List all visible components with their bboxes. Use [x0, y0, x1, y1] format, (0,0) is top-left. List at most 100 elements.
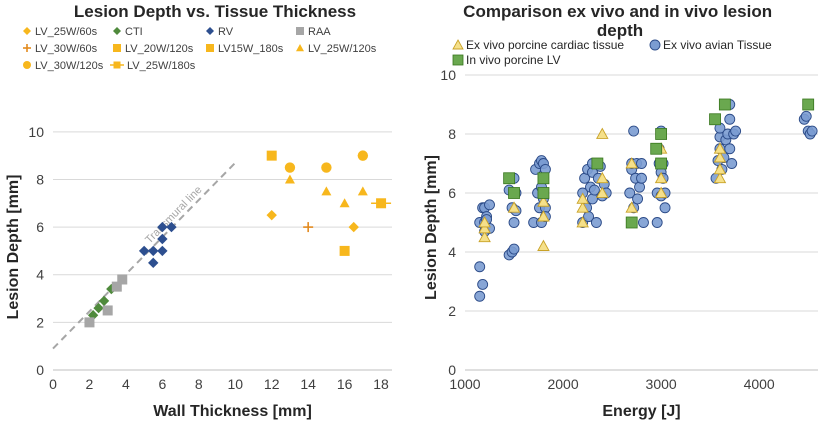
- legend-item-lv-25w-60s: LV_25W/60s: [23, 26, 98, 38]
- right-y-tick-6: 6: [448, 185, 456, 201]
- right-chart-title-line2: depth: [597, 21, 643, 40]
- left-x-tick-8: 8: [195, 376, 203, 392]
- right-data-points: [474, 98, 818, 302]
- legend-marker-ex-vivo-porcine-cardiac-tissue: [452, 39, 464, 50]
- point-lv-25w-120s-2: [339, 198, 350, 208]
- right-y-tick-10: 10: [440, 67, 456, 83]
- point-in-vivo-porcine-lv-3: [537, 172, 550, 185]
- series-lv-25w-180s: [371, 198, 392, 209]
- point-ex-vivo-avian-tissue-53: [624, 187, 636, 199]
- point-ex-vivo-avian-tissue-86: [724, 143, 736, 155]
- point-ex-vivo-porcine-cardiac-tissue-7: [576, 216, 589, 228]
- point-in-vivo-porcine-lv-6: [650, 142, 663, 155]
- point-ex-vivo-avian-tissue-41: [583, 211, 594, 223]
- left-x-axis-title: Wall Thickness [mm]: [153, 403, 312, 420]
- legend-marker-lv-30w-120s: [23, 61, 31, 69]
- point-ex-vivo-avian-tissue-46: [588, 184, 600, 196]
- point-ex-vivo-porcine-cardiac-tissue-21: [713, 142, 727, 154]
- point-ex-vivo-avian-tissue-90: [730, 125, 742, 137]
- legend-label-ex-vivo-avian-tissue: Ex vivo avian Tissue: [663, 38, 772, 52]
- left-x-tick-14: 14: [300, 376, 316, 392]
- point-ex-vivo-avian-tissue-62: [636, 158, 647, 169]
- transmural-line-label: Transmural line: [143, 184, 204, 246]
- point-lv-30w-60s-0: [303, 222, 314, 233]
- legend-label-lv-20w-120s: LV_20W/120s: [125, 43, 194, 55]
- legend-label-lv-25w-120s: LV_25W/120s: [308, 43, 377, 55]
- point-lv-30w-120s-1: [321, 162, 332, 173]
- point-lv-25w-60s-0: [266, 209, 277, 221]
- legend-item-raa: RAA: [296, 26, 331, 38]
- point-ex-vivo-porcine-cardiac-tissue-0: [478, 230, 491, 243]
- legend-label-rv: RV: [218, 26, 234, 38]
- legend-marker-rv: [206, 27, 214, 35]
- legend-marker-lv-25w-180s-square: [113, 61, 121, 69]
- point-ex-vivo-avian-tissue-63: [636, 172, 647, 184]
- point-ex-vivo-avian-tissue-60: [632, 193, 644, 205]
- point-lv-25w-120s-0: [284, 174, 295, 184]
- point-in-vivo-porcine-lv-4: [591, 157, 604, 170]
- left-y-tick-2: 2: [36, 314, 44, 330]
- legend-marker-lv-25w-120s: [296, 44, 304, 52]
- point-ex-vivo-porcine-cardiac-tissue-2: [478, 216, 491, 228]
- legend-label-cti: CTI: [125, 26, 143, 38]
- point-ex-vivo-avian-tissue-10: [484, 199, 495, 211]
- point-rv-5: [157, 221, 168, 233]
- point-raa-2: [111, 281, 122, 292]
- point-in-vivo-porcine-lv-9: [709, 113, 721, 126]
- point-lv-20w-120s-0: [266, 150, 277, 161]
- point-ex-vivo-porcine-cardiac-tissue-15: [654, 186, 668, 198]
- point-ex-vivo-avian-tissue-61: [634, 181, 645, 193]
- series-lv-25w-120s: [284, 174, 368, 208]
- point-ex-vivo-porcine-cardiac-tissue-1: [478, 221, 491, 234]
- point-in-vivo-porcine-lv-7: [655, 157, 668, 170]
- left-x-tick-0: 0: [49, 376, 57, 392]
- legend-item-lv-20w-120s: LV_20W/120s: [113, 43, 194, 55]
- left-y-tick-0: 0: [36, 362, 44, 378]
- left-y-tick-4: 4: [36, 267, 44, 283]
- left-y-tick-6: 6: [36, 219, 44, 235]
- point-ex-vivo-porcine-cardiac-tissue-19: [713, 162, 727, 175]
- point-rv-1: [148, 257, 159, 269]
- point-lv-25w-180s-0-square: [376, 198, 387, 209]
- left-y-axis-title: Lesion Depth [mm]: [5, 175, 22, 320]
- point-raa-0: [84, 317, 95, 328]
- point-lv-30w-120s-2: [357, 150, 369, 161]
- left-x-tick-2: 2: [86, 376, 94, 392]
- point-rv-3: [157, 245, 168, 257]
- legend-label-lv15w-180s: LV15W_180s: [218, 43, 284, 55]
- legend-marker-raa: [296, 27, 304, 35]
- series-lv-25w-60s: [266, 209, 359, 233]
- left-x-tick-18: 18: [373, 376, 389, 392]
- point-ex-vivo-avian-tissue-95: [806, 125, 818, 137]
- right-axes: 0 2 4 6 8 10 1000 2000 3000 4000: [440, 67, 818, 392]
- right-gridlines: [465, 74, 818, 312]
- left-x-tick-12: 12: [264, 376, 280, 392]
- point-ex-vivo-avian-tissue-3: [477, 279, 489, 290]
- point-lv-25w-180s-0: [371, 198, 392, 209]
- point-ex-vivo-porcine-cardiac-tissue-20: [713, 151, 727, 163]
- series-rv: [138, 221, 177, 269]
- right-x-tick-1000: 1000: [449, 376, 480, 392]
- legend-item-lv-30w-60s: LV_30W/60s: [23, 43, 98, 55]
- point-ex-vivo-avian-tissue-16: [508, 217, 520, 228]
- point-ex-vivo-avian-tissue-44: [587, 193, 598, 205]
- right-x-tick-4000: 4000: [744, 376, 775, 392]
- legend-marker-cti: [113, 27, 121, 35]
- right-y-axis-title: Lesion Depth [mm]: [423, 155, 440, 300]
- point-ex-vivo-porcine-cardiac-tissue-3: [507, 201, 521, 213]
- series-lv-20w-120s: [266, 150, 277, 161]
- right-chart-title-line1: Comparison ex vivo and in vivo lesion: [463, 2, 772, 21]
- point-lv-30w-120s-0: [284, 162, 296, 173]
- point-ex-vivo-porcine-cardiac-tissue-12: [596, 127, 609, 139]
- point-cti-2: [98, 295, 110, 307]
- point-rv-6: [166, 221, 177, 233]
- series-raa: [84, 274, 128, 328]
- point-ex-vivo-porcine-cardiac-tissue-6: [537, 195, 550, 207]
- left-gridlines: [53, 131, 392, 323]
- point-lv-25w-120s-3: [357, 186, 368, 196]
- point-ex-vivo-avian-tissue-18: [508, 243, 520, 255]
- point-ex-vivo-porcine-cardiac-tissue-5: [537, 210, 550, 222]
- left-data-points: [84, 150, 392, 328]
- point-ex-vivo-avian-tissue-0: [474, 290, 486, 302]
- point-ex-vivo-porcine-cardiac-tissue-8: [576, 201, 589, 213]
